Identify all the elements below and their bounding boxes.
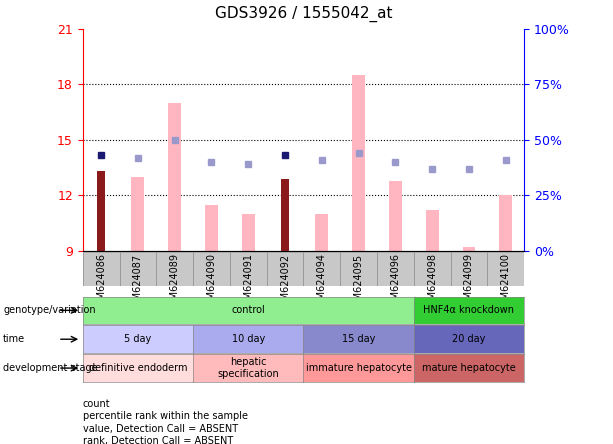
Title: GDS3926 / 1555042_at: GDS3926 / 1555042_at — [215, 6, 392, 22]
Bar — [193, 252, 230, 286]
FancyBboxPatch shape — [83, 252, 120, 286]
Bar — [352, 75, 365, 251]
FancyBboxPatch shape — [414, 252, 451, 286]
Bar — [97, 171, 105, 251]
Bar — [425, 210, 438, 251]
FancyBboxPatch shape — [120, 252, 156, 286]
Text: immature hepatocyte: immature hepatocyte — [306, 363, 411, 373]
Text: GSM624098: GSM624098 — [427, 254, 437, 313]
FancyBboxPatch shape — [377, 252, 414, 286]
Text: GSM624095: GSM624095 — [354, 254, 364, 313]
FancyBboxPatch shape — [267, 252, 303, 286]
Text: count: count — [83, 399, 110, 409]
FancyBboxPatch shape — [487, 252, 524, 286]
Bar — [463, 247, 476, 251]
Bar — [499, 195, 512, 251]
Text: percentile rank within the sample: percentile rank within the sample — [83, 412, 248, 421]
Text: value, Detection Call = ABSENT: value, Detection Call = ABSENT — [83, 424, 238, 434]
Text: GSM624086: GSM624086 — [96, 254, 106, 313]
Text: mature hepatocyte: mature hepatocyte — [422, 363, 516, 373]
FancyBboxPatch shape — [230, 252, 267, 286]
Text: GSM624092: GSM624092 — [280, 254, 290, 313]
Text: 15 day: 15 day — [342, 334, 375, 344]
Bar — [156, 252, 193, 286]
Bar — [132, 177, 145, 251]
Text: control: control — [231, 305, 265, 315]
Bar — [414, 252, 451, 286]
FancyBboxPatch shape — [156, 252, 193, 286]
FancyBboxPatch shape — [340, 252, 377, 286]
Text: genotype/variation: genotype/variation — [3, 305, 96, 315]
Bar — [389, 181, 402, 251]
Text: HNF4α knockdown: HNF4α knockdown — [424, 305, 514, 315]
Text: GSM624091: GSM624091 — [243, 254, 253, 313]
Bar — [303, 252, 340, 286]
Text: GSM624096: GSM624096 — [390, 254, 400, 313]
Text: GSM624099: GSM624099 — [464, 254, 474, 313]
Text: hepatic
specification: hepatic specification — [218, 357, 279, 379]
FancyBboxPatch shape — [193, 252, 230, 286]
Bar — [120, 252, 156, 286]
FancyBboxPatch shape — [303, 252, 340, 286]
Bar — [377, 252, 414, 286]
Text: rank, Detection Call = ABSENT: rank, Detection Call = ABSENT — [83, 436, 233, 444]
Bar — [267, 252, 303, 286]
Bar — [340, 252, 377, 286]
Bar — [168, 103, 181, 251]
Bar — [242, 214, 255, 251]
Text: time: time — [3, 334, 25, 344]
Bar — [451, 252, 487, 286]
Text: GSM624100: GSM624100 — [501, 254, 511, 313]
FancyBboxPatch shape — [451, 252, 487, 286]
Text: 5 day: 5 day — [124, 334, 151, 344]
Text: definitive endoderm: definitive endoderm — [89, 363, 187, 373]
Text: GSM624087: GSM624087 — [133, 254, 143, 313]
Bar — [281, 179, 289, 251]
Bar — [316, 214, 329, 251]
Text: GSM624090: GSM624090 — [207, 254, 216, 313]
Text: development stage: development stage — [3, 363, 97, 373]
Text: 10 day: 10 day — [232, 334, 265, 344]
Text: 20 day: 20 day — [452, 334, 485, 344]
Text: GSM624089: GSM624089 — [170, 254, 180, 313]
Bar — [205, 205, 218, 251]
Bar — [83, 252, 120, 286]
Bar — [487, 252, 524, 286]
Bar — [230, 252, 267, 286]
Text: GSM624094: GSM624094 — [317, 254, 327, 313]
